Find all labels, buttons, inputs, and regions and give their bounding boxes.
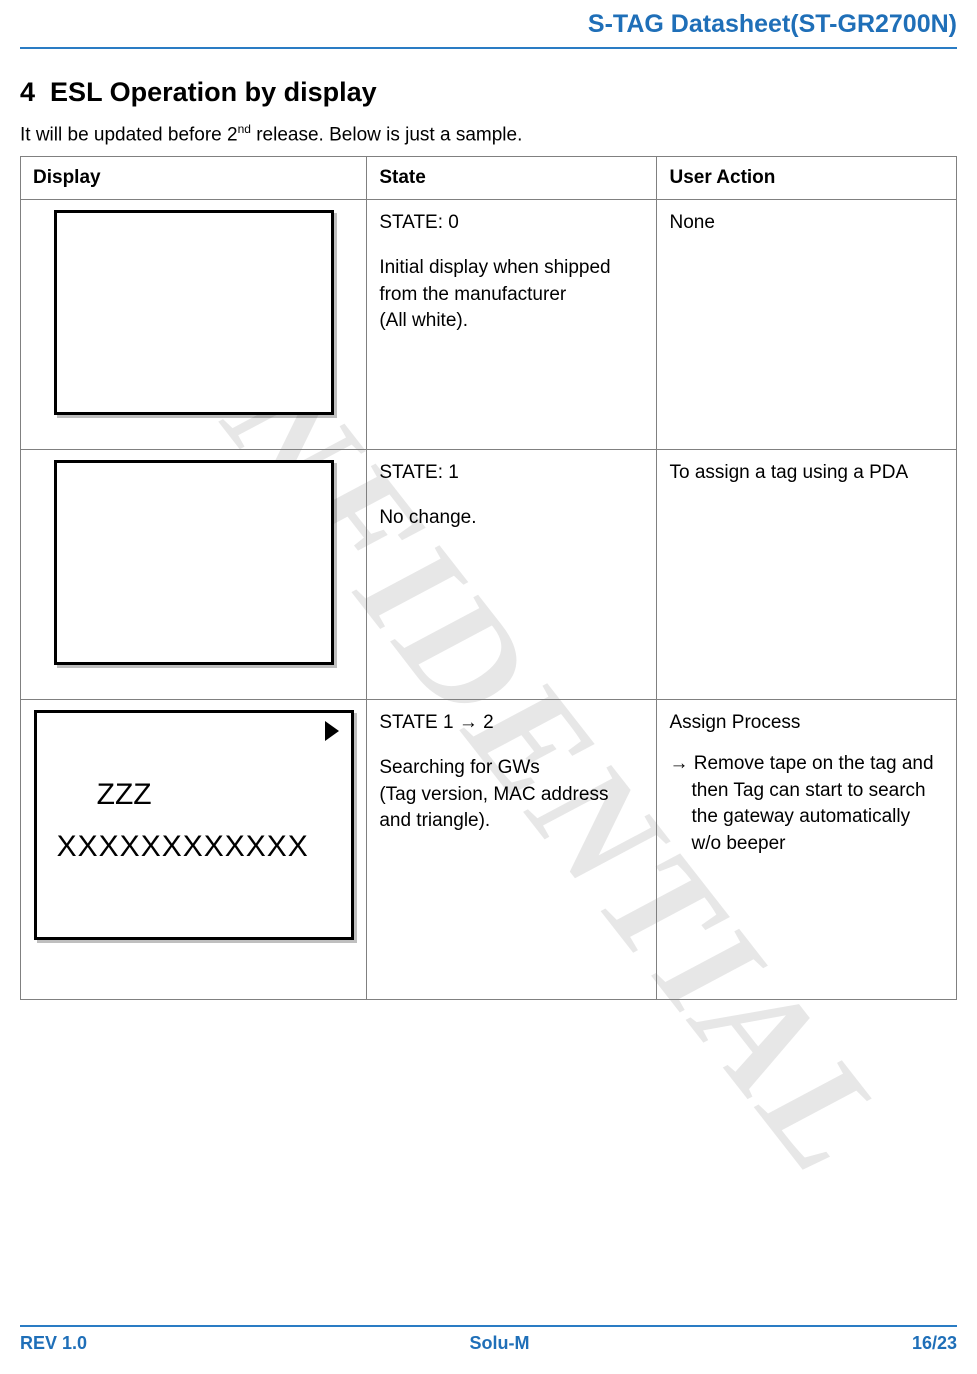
table-row: STATE: 1 No change. To assign a tag usin… [21,450,957,700]
action-cell-2: Assign Process → Remove tape on the tag … [657,700,957,1000]
footer-revision: REV 1.0 [20,1333,87,1354]
section-title: ESL Operation by display [50,77,377,107]
intro-superscript: nd [238,122,251,136]
header-action: User Action [657,157,957,200]
triangle-icon [325,721,339,741]
table-row: ZZZ XXXXXXXXXXXX STATE 1 → 2 Searching f… [21,700,957,1000]
state-cell-1: STATE: 1 No change. [367,450,657,700]
display-box-blank [54,210,334,415]
display-cell-1 [21,450,367,700]
state-title-0: STATE: 0 [379,210,644,237]
action-title-1: To assign a tag using a PDA [669,460,944,487]
state-desc-0: Initial display when shipped from the ma… [379,255,644,335]
document-header-title: S-TAG Datasheet(ST-GR2700N) [20,10,957,49]
display-box-zzz: ZZZ XXXXXXXXXXXX [34,710,354,940]
intro-paragraph: It will be updated before 2nd release. B… [20,122,957,146]
table-row: STATE: 0 Initial display when shipped fr… [21,200,957,450]
section-heading: 4 ESL Operation by display [20,77,957,108]
page-footer: REV 1.0 Solu-M 16/23 [20,1325,957,1354]
page-content: S-TAG Datasheet(ST-GR2700N) 4 ESL Operat… [20,10,957,1000]
state-cell-0: STATE: 0 Initial display when shipped fr… [367,200,657,450]
state-cell-2: STATE 1 → 2 Searching for GWs (Tag versi… [367,700,657,1000]
action-title-2: Assign Process [669,710,944,737]
header-display: Display [21,157,367,200]
table-header-row: Display State User Action [21,157,957,200]
state-desc-1: No change. [379,505,644,532]
action-cell-0: None [657,200,957,450]
state-title-2: STATE 1 → 2 [379,710,644,737]
display-cell-0 [21,200,367,450]
action-title-0: None [669,210,944,237]
state-desc-2: Searching for GWs (Tag version, MAC addr… [379,755,644,835]
intro-suffix: release. Below is just a sample. [251,124,522,145]
esl-operation-table: Display State User Action STATE: 0 Initi… [20,156,957,1000]
footer-page-number: 16/23 [912,1333,957,1354]
section-number: 4 [20,77,35,107]
display-box-blank [54,460,334,665]
intro-prefix: It will be updated before 2 [20,124,238,145]
header-state: State [367,157,657,200]
display-cell-2: ZZZ XXXXXXXXXXXX [21,700,367,1000]
action-desc-2: → Remove tape on the tag and then Tag ca… [669,751,944,857]
footer-company: Solu-M [470,1333,530,1354]
display-zzz-text: ZZZ [97,778,341,812]
state-title-1: STATE: 1 [379,460,644,487]
display-xxx-text: XXXXXXXXXXXX [57,830,341,864]
action-cell-1: To assign a tag using a PDA [657,450,957,700]
